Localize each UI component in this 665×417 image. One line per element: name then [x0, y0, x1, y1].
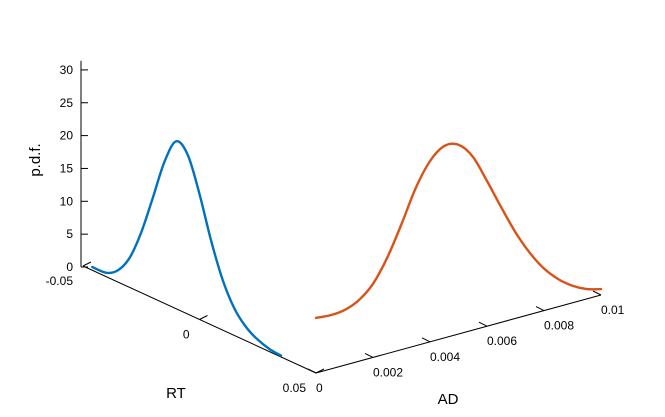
z-axis-label: p.d.f. [27, 143, 44, 176]
z-tick-label: 5 [66, 227, 73, 241]
x-axis-label: RT [166, 385, 186, 402]
y-tick-mark [307, 368, 317, 374]
z-tick-label: 20 [60, 129, 74, 143]
y-tick-mark [478, 321, 488, 327]
x-tick-mark [82, 261, 92, 267]
y-axis-label: AD [438, 391, 459, 408]
y-axis-line [315, 294, 602, 374]
y-tick-mark [421, 337, 431, 343]
y-tick-label: 0.008 [544, 319, 574, 333]
y-tick-mark [535, 306, 545, 312]
ad-pdf-curve [314, 142, 603, 320]
x-tick-label: -0.05 [46, 274, 74, 288]
y-tick-mark [364, 352, 374, 358]
rt-pdf-curve [91, 140, 283, 357]
y-tick-label: 0.002 [373, 365, 403, 379]
y-tick-label: 0.01 [601, 303, 625, 317]
z-tick-label: 15 [60, 161, 74, 175]
x-tick-label: 0 [183, 328, 190, 342]
z-tick-label: 25 [60, 96, 74, 110]
x-tick-mark [199, 315, 208, 320]
x-tick-mark [315, 368, 325, 374]
y-tick-label: 0.006 [487, 334, 517, 348]
z-tick-label: 30 [60, 63, 74, 77]
y-tick-mark [592, 290, 602, 296]
y-tick-label: 0 [316, 381, 323, 395]
series-layer [91, 140, 603, 357]
z-tick-label: 0 [66, 260, 73, 274]
y-tick-label: 0.004 [430, 350, 460, 364]
x-tick-label: 0.05 [283, 381, 307, 395]
z-tick-label: 10 [60, 194, 74, 208]
